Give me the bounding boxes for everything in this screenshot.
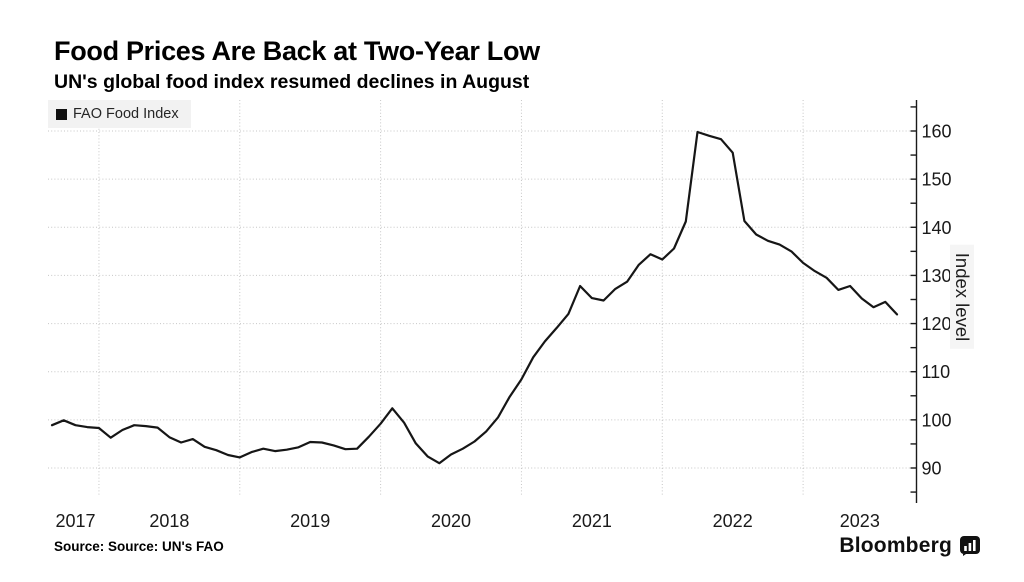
bloomberg-wordmark: Bloomberg bbox=[839, 534, 952, 557]
x-axis-label-2021: 2021 bbox=[572, 511, 612, 531]
y-tick-label-160: 160 bbox=[922, 122, 952, 142]
y-tick-label-120: 120 bbox=[922, 314, 952, 334]
x-axis-label-2017: 2017 bbox=[55, 511, 95, 531]
y-axis-title: Index level bbox=[950, 244, 974, 350]
x-axis-label-2018: 2018 bbox=[149, 511, 189, 531]
x-axis-label-2019: 2019 bbox=[290, 511, 330, 531]
fao-food-index-line bbox=[50, 130, 899, 465]
y-tick-label-130: 130 bbox=[922, 266, 952, 286]
source-note: Source: Source: UN's FAO bbox=[54, 539, 224, 554]
x-axis-label-2022: 2022 bbox=[713, 511, 753, 531]
legend-swatch-icon bbox=[56, 108, 67, 120]
chart-subtitle: UN's global food index resumed declines … bbox=[54, 71, 530, 93]
bloomberg-bars-icon bbox=[960, 536, 980, 556]
legend-label: FAO Food Index bbox=[73, 106, 179, 122]
y-tick-label-140: 140 bbox=[922, 218, 952, 238]
y-tick-label-100: 100 bbox=[922, 410, 952, 430]
bloomberg-logo: Bloomberg bbox=[839, 534, 980, 558]
x-axis-label-2020: 2020 bbox=[431, 511, 471, 531]
y-tick-label-150: 150 bbox=[922, 170, 952, 190]
y-tick-label-90: 90 bbox=[922, 459, 942, 479]
legend: FAO Food Index bbox=[48, 100, 191, 128]
chart-title: Food Prices Are Back at Two-Year Low bbox=[54, 36, 540, 66]
x-axis-label-2023: 2023 bbox=[840, 511, 880, 531]
y-tick-label-110: 110 bbox=[922, 362, 951, 382]
